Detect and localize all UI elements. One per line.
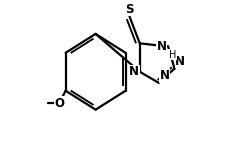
Text: N: N [129,65,139,78]
Text: N: N [159,69,170,82]
Text: N: N [156,40,167,53]
Text: O: O [54,97,64,110]
Text: H: H [169,50,176,60]
Text: N: N [175,55,185,68]
Text: S: S [125,3,134,16]
